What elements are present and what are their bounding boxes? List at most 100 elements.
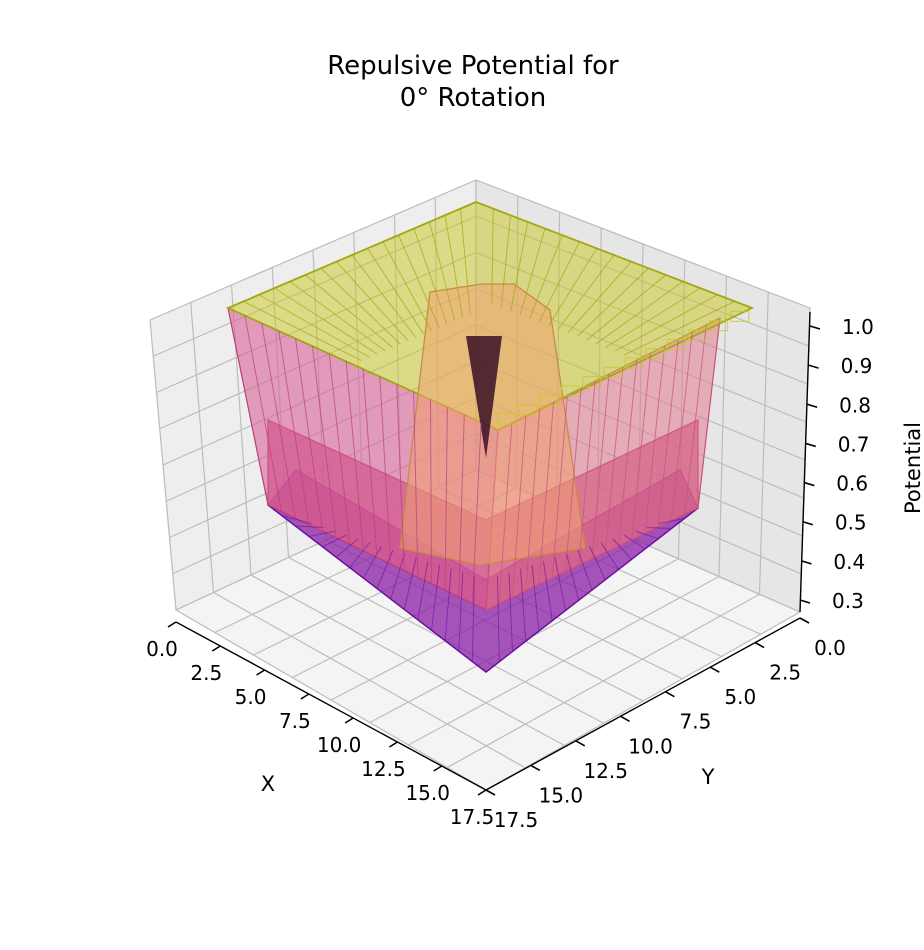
mesh-line <box>362 368 378 558</box>
mesh-line <box>444 215 463 318</box>
mesh-line <box>295 525 324 528</box>
mesh-line <box>635 530 659 540</box>
x-tick-label: 15.0 <box>405 781 450 805</box>
mesh-line <box>500 215 511 308</box>
mesh-cell <box>645 348 665 360</box>
y-axis-line <box>485 617 801 791</box>
mesh-line <box>390 553 406 600</box>
mesh-line <box>657 338 679 528</box>
mesh-line <box>289 281 386 352</box>
mesh-line <box>258 294 370 358</box>
mesh-line <box>586 274 667 341</box>
y-tick-mark <box>485 789 496 796</box>
mesh-line <box>429 221 456 322</box>
mesh-line <box>320 267 401 345</box>
mesh-line <box>349 542 371 568</box>
mesh-line <box>458 414 465 597</box>
chart-title-line-2: 0° Rotation <box>400 83 547 113</box>
y-tick-mark <box>620 715 630 722</box>
mesh-line <box>471 576 475 662</box>
mesh-line <box>431 564 440 631</box>
mesh-line <box>278 330 310 525</box>
mesh-line <box>460 208 471 315</box>
mesh-line <box>557 254 615 330</box>
x-tick-label: 7.5 <box>279 709 311 733</box>
x-ticks: 0.0 2.5 5.0 7.510.012.515.017.5 <box>146 621 494 829</box>
mesh-line <box>351 254 417 338</box>
mesh-line <box>612 538 633 560</box>
mesh-line <box>308 530 335 537</box>
z-tick-label: 0.5 <box>835 511 867 535</box>
mesh-line <box>631 352 652 540</box>
mesh-line <box>567 261 632 334</box>
z-axis-label: Potential <box>901 422 924 514</box>
x-tick-mark <box>477 789 487 796</box>
mesh-cell <box>497 413 517 425</box>
mesh-line <box>497 576 500 662</box>
z-ticks: 0.3 0.4 0.5 0.6 0.7 0.8 0.9 1.0 <box>799 315 874 613</box>
y-tick-mark <box>530 764 541 772</box>
mesh-line <box>624 300 735 356</box>
mesh-line <box>328 353 351 545</box>
z-tick-mark <box>799 599 811 604</box>
mesh-line <box>305 274 394 348</box>
mesh-line <box>413 228 448 325</box>
mesh-line <box>398 234 440 328</box>
y-tick-label: 15.0 <box>539 783 584 807</box>
mesh-line <box>396 384 405 571</box>
mesh-cell <box>688 329 707 341</box>
mesh-line <box>604 366 624 553</box>
mesh-line <box>379 376 392 565</box>
y-tick-label: 12.5 <box>583 759 628 783</box>
x-tick-label: 0.0 <box>146 637 178 661</box>
mesh-line <box>595 281 684 345</box>
x-tick-mark <box>300 693 310 700</box>
x-tick-mark <box>256 669 265 676</box>
mesh-line <box>600 542 619 570</box>
mesh-line <box>589 546 606 580</box>
z-tick-mark <box>809 325 821 330</box>
y-tick-label: 17.5 <box>494 808 539 832</box>
mesh-line <box>362 546 382 579</box>
mesh-cell <box>539 394 559 406</box>
grid-line <box>718 275 728 577</box>
mesh-line <box>491 208 494 304</box>
mesh-line <box>551 394 568 579</box>
y-tick-mark <box>754 641 765 649</box>
mesh-line <box>577 549 593 591</box>
x-tick-label: 5.0 <box>235 685 267 709</box>
z-tick-label: 0.9 <box>841 354 873 378</box>
mesh-line <box>644 345 665 534</box>
y-tick-label: 2.5 <box>769 661 801 685</box>
mesh-line <box>244 315 283 512</box>
mesh-line <box>623 534 646 550</box>
z-tick-mark <box>804 481 815 487</box>
mesh-line <box>519 228 546 315</box>
surface <box>225 201 755 673</box>
z-tick-label: 0.8 <box>839 393 871 417</box>
z-tick-label: 0.4 <box>833 550 865 574</box>
mesh-line <box>658 517 685 525</box>
grid-line <box>758 291 769 595</box>
x-axis-line <box>175 621 487 791</box>
y-ticks: 0.0 2.5 5.0 7.5 10.012.515.017.5 <box>485 617 846 832</box>
mesh-line <box>554 557 566 611</box>
mesh-line <box>578 380 596 566</box>
mesh-line <box>565 387 582 572</box>
mesh-line <box>576 267 649 337</box>
mesh-line <box>671 331 693 521</box>
mesh-line <box>417 561 429 620</box>
mesh-line <box>529 234 563 319</box>
mesh-line <box>444 568 452 641</box>
z-tick-mark <box>808 364 819 369</box>
mesh-line <box>367 248 425 335</box>
x-tick-mark <box>211 645 221 652</box>
x-tick-label: 10.0 <box>317 733 362 757</box>
z-tick-label: 0.3 <box>832 589 864 613</box>
mesh-line <box>243 300 362 362</box>
mesh-line <box>345 361 364 551</box>
grid-line <box>408 575 720 746</box>
mesh-cell <box>603 366 623 378</box>
mesh-line <box>382 241 432 332</box>
